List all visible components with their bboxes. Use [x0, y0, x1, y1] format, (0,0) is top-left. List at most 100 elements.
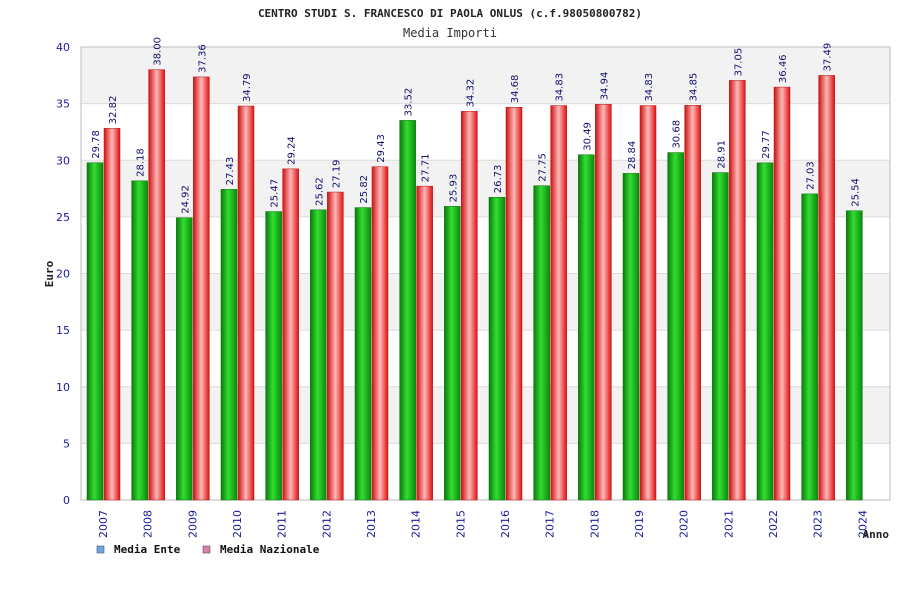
x-axis-label: Anno [863, 528, 890, 541]
bar-media-nazionale-2011 [282, 168, 299, 501]
y-tick-label: 25 [56, 211, 70, 224]
x-tick-label: 2007 [97, 510, 110, 538]
bar-media-nazionale-2022 [773, 86, 791, 501]
x-tick-label: 2013 [365, 510, 378, 538]
bar-media-ente-2016 [488, 197, 506, 501]
legend-label-media-ente: Media Ente [114, 543, 181, 556]
bar-media-nazionale-2019 [639, 105, 657, 501]
value-label: 29.78 [91, 130, 102, 159]
value-label: 29.43 [376, 134, 387, 163]
value-label: 29.24 [287, 136, 298, 165]
value-label: 33.52 [404, 88, 415, 117]
value-label: 25.54 [850, 178, 861, 207]
bar-media-ente-2011 [265, 211, 282, 501]
value-label: 34.32 [465, 79, 476, 108]
value-label: 37.49 [823, 43, 834, 72]
bar-media-ente-2021 [712, 172, 729, 501]
bar-media-nazionale-2013 [371, 166, 389, 501]
value-label: 27.75 [538, 153, 549, 182]
plot-band [81, 103, 890, 161]
bar-media-nazionale-2014 [416, 185, 433, 501]
x-tick-label: 2014 [410, 510, 423, 538]
y-axis-ticks: 0 5 10 15 20 25 30 35 40 [56, 41, 70, 507]
y-tick-label: 35 [56, 98, 70, 111]
x-tick-label: 2023 [812, 510, 825, 538]
bar-media-nazionale-2017 [550, 105, 567, 501]
value-label: 34.79 [242, 73, 253, 102]
bar-media-nazionale-2018 [595, 104, 612, 501]
bar-media-nazionale-2015 [461, 111, 478, 501]
bar-media-ente-2022 [756, 162, 774, 501]
x-tick-label: 2015 [454, 510, 467, 538]
bar-media-nazionale-2008 [148, 69, 165, 501]
x-tick-label: 2022 [767, 510, 780, 538]
plot-band [81, 160, 890, 217]
bar-media-nazionale-2007 [103, 128, 121, 501]
bar-media-nazionale-2012 [327, 191, 344, 501]
bar-media-ente-2020 [667, 152, 684, 501]
value-label: 36.46 [778, 54, 789, 83]
plot-band [81, 273, 890, 331]
gridlines [80, 46, 891, 501]
bar-media-ente-2013 [354, 207, 372, 501]
value-label: 30.68 [672, 120, 683, 149]
legend-swatch-media-ente [96, 545, 105, 554]
value-label: 32.82 [108, 96, 119, 125]
bar-media-ente-2019 [622, 173, 640, 501]
x-tick-label: 2009 [186, 510, 199, 538]
value-label: 34.85 [689, 73, 700, 102]
value-label: 25.82 [359, 175, 370, 204]
y-tick-label: 20 [56, 268, 70, 281]
x-tick-label: 2017 [544, 510, 557, 538]
value-label: 34.68 [510, 75, 521, 104]
chart-subtitle: Media Importi [403, 26, 497, 40]
plot-border [80, 46, 891, 501]
bar-media-ente-2012 [310, 209, 327, 501]
value-label: 27.43 [225, 157, 236, 186]
y-tick-label: 40 [56, 41, 70, 54]
y-tick-label: 5 [63, 437, 70, 450]
y-tick-label: 10 [56, 381, 70, 394]
bar-media-nazionale-2016 [505, 106, 523, 501]
bar-media-nazionale-2021 [729, 80, 746, 501]
plot-band [81, 47, 890, 104]
bar-media-ente-2017 [533, 185, 550, 501]
value-label: 27.71 [421, 154, 432, 183]
bar-media-ente-2009 [176, 217, 193, 501]
plot-band [81, 216, 890, 274]
x-tick-label: 2019 [633, 510, 646, 538]
value-label: 28.84 [627, 141, 638, 170]
y-tick-label: 0 [63, 494, 70, 507]
y-axis-label: Euro [43, 260, 56, 287]
value-label: 25.62 [314, 177, 325, 206]
x-tick-label: 2020 [678, 510, 691, 538]
bar-media-ente-2008 [131, 180, 148, 501]
plot-band [81, 330, 890, 387]
x-tick-label: 2010 [231, 510, 244, 538]
bar-media-nazionale-2023 [818, 75, 835, 501]
value-label: 34.94 [599, 72, 610, 101]
x-tick-label: 2016 [499, 510, 512, 538]
bar-media-nazionale-2010 [237, 105, 255, 501]
value-labels: 29.78 32.82 28.18 38.00 24.92 37.36 27.43 34.79… [91, 37, 861, 214]
legend: Media Ente Media Nazionale [96, 543, 320, 556]
bar-media-nazionale-2009 [193, 76, 210, 501]
legend-swatch-media-nazionale [202, 545, 211, 554]
value-label: 27.19 [331, 159, 342, 188]
bar-media-ente-2015 [444, 206, 461, 501]
value-label: 37.05 [733, 48, 744, 77]
value-label: 25.93 [448, 174, 459, 203]
bar-media-ente-2024 [846, 210, 863, 501]
value-label: 29.77 [761, 130, 772, 159]
bar-media-ente-2014 [399, 120, 416, 501]
value-label: 30.49 [582, 122, 593, 151]
x-axis-ticks: 2007 2008 2009 2010 2011 2012 2013 2014 2015 2016… [97, 510, 869, 538]
x-tick-label: 2011 [276, 510, 289, 538]
x-tick-label: 2024 [856, 510, 869, 538]
bar-media-ente-2023 [801, 193, 818, 501]
y-tick-label: 30 [56, 154, 70, 167]
value-label: 28.18 [136, 148, 147, 177]
bars [86, 69, 863, 501]
plot-band [81, 443, 890, 500]
